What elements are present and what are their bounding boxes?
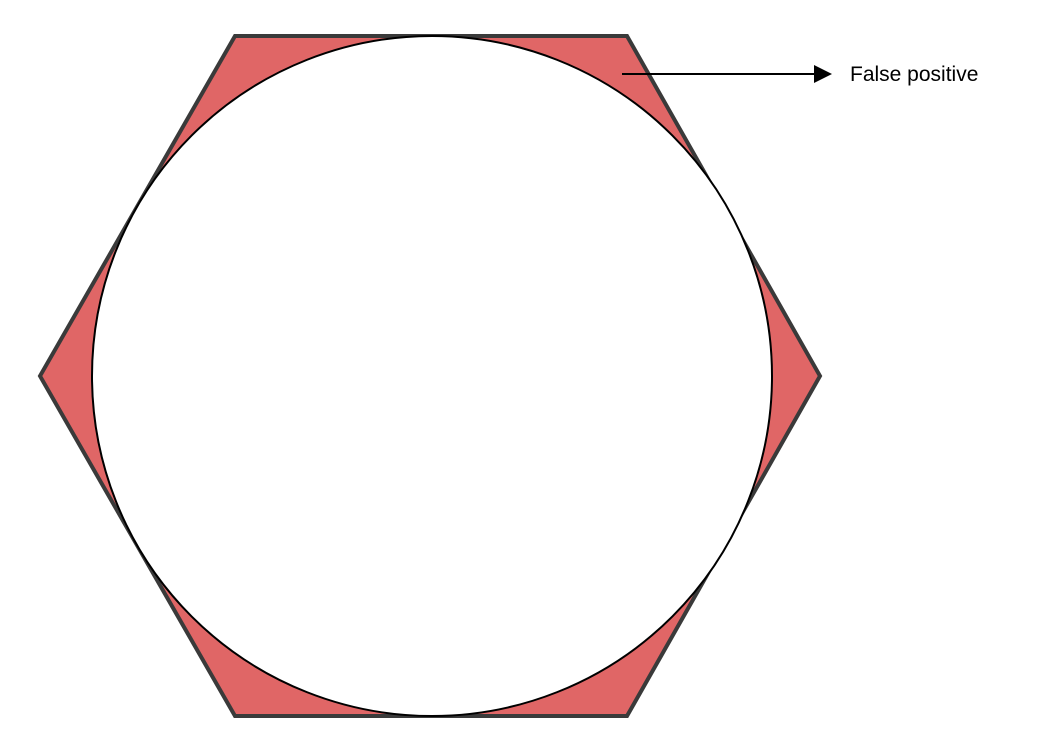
arrow-head-icon: [814, 65, 832, 83]
false-positive-label: False positive: [850, 63, 978, 86]
false-positive-callout: False positive: [622, 63, 978, 86]
inscribed-circle: [91, 35, 773, 717]
